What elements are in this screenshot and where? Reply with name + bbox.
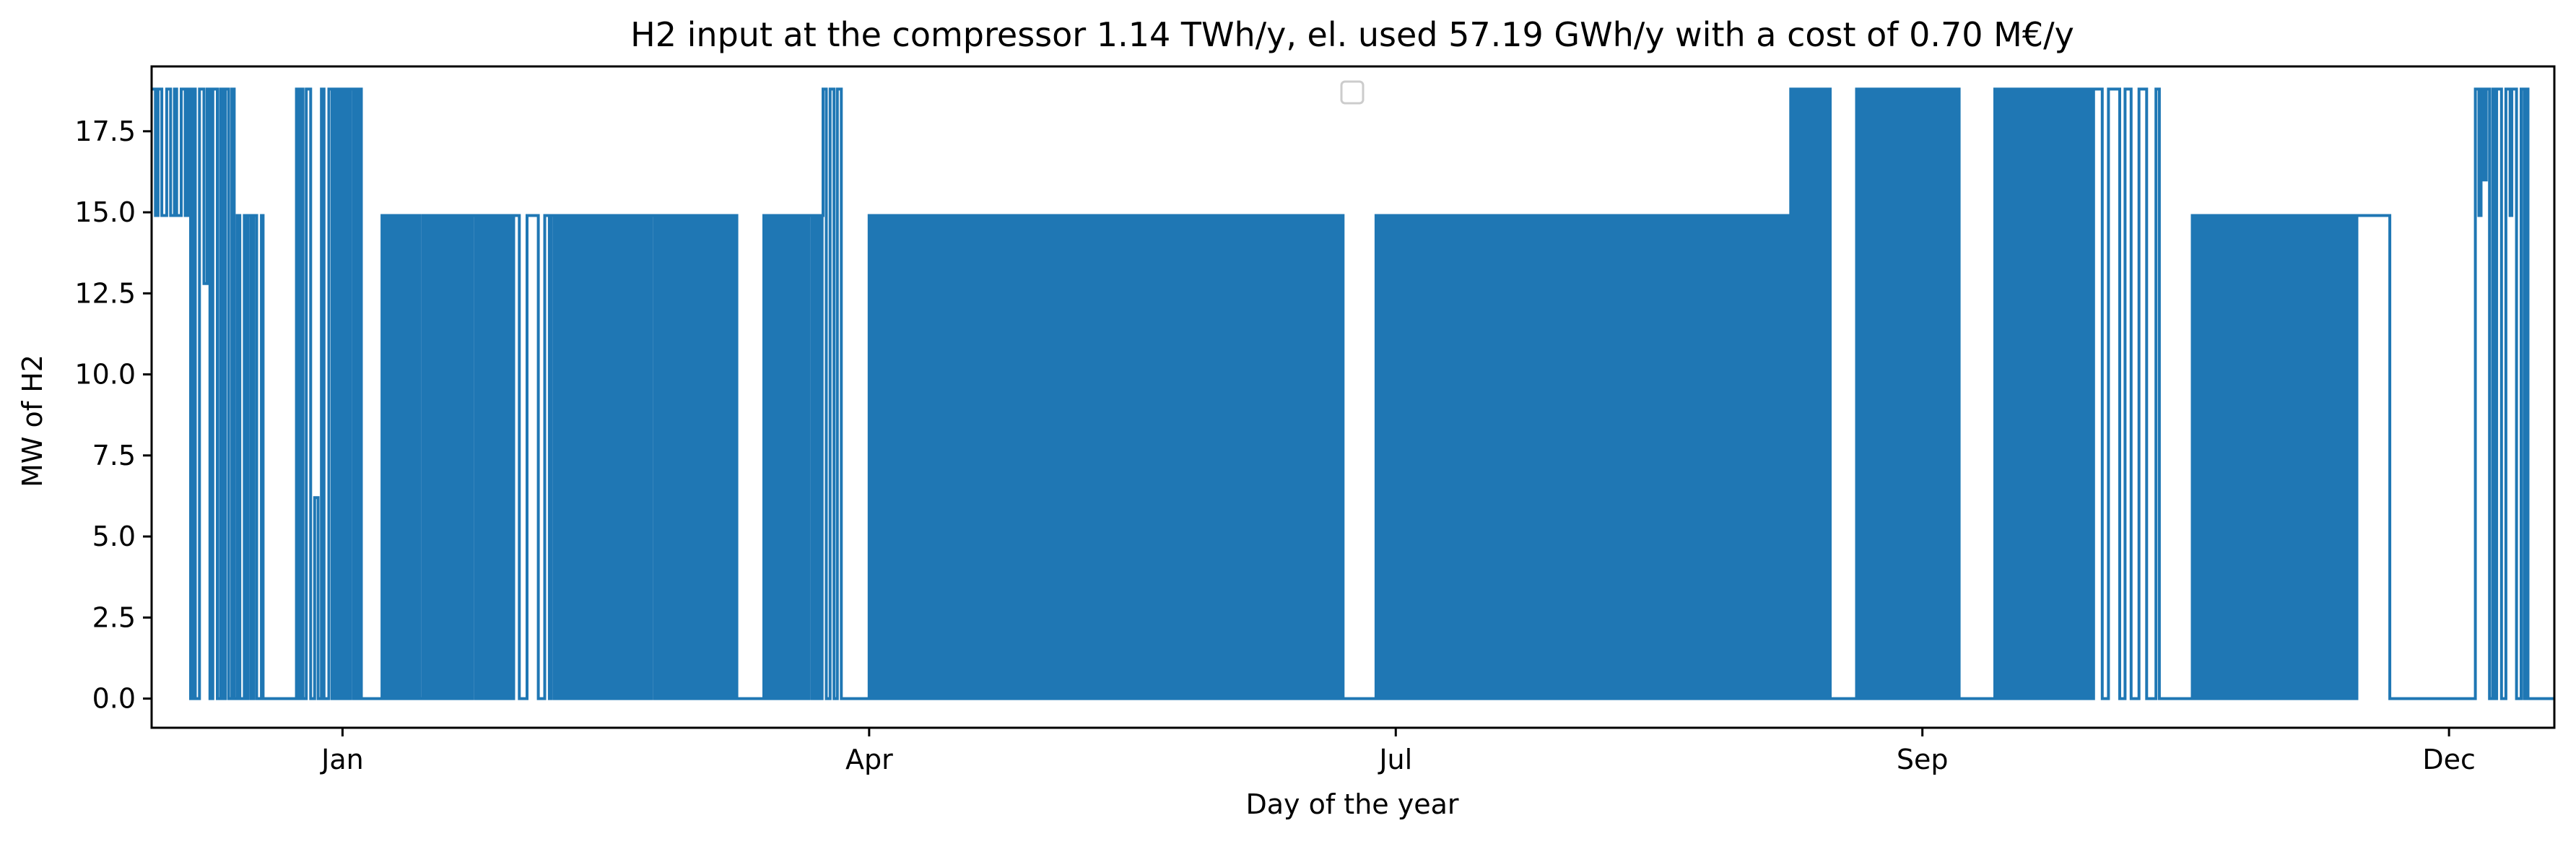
series-layer xyxy=(152,87,2554,700)
legend-box xyxy=(1340,80,1365,105)
y-tick-label: 10.0 xyxy=(74,359,136,391)
x-axis-label: Day of the year xyxy=(1245,788,1458,820)
chart-title: H2 input at the compressor 1.14 TWh/y, e… xyxy=(630,15,2074,54)
y-tick-label: 5.0 xyxy=(92,521,136,552)
x-tick-label: Sep xyxy=(1897,744,1949,775)
plot-frame xyxy=(150,65,2556,729)
y-tick-label: 0.0 xyxy=(92,683,136,715)
plot-area: Jan Apr Jul Sep Dec 0.0 2.5 5.0 7.5 10.0 12.5 15.0… xyxy=(74,65,2556,775)
x-axis: Jan Apr Jul Sep Dec xyxy=(320,728,2476,775)
series-line xyxy=(152,87,2554,700)
x-tick-label: Jan xyxy=(320,744,364,775)
x-tick-label: Jul xyxy=(1378,744,1412,775)
x-tick-label: Dec xyxy=(2422,744,2476,775)
y-tick-label: 15.0 xyxy=(74,196,136,228)
y-tick-label: 17.5 xyxy=(74,116,136,147)
y-axis: 0.0 2.5 5.0 7.5 10.0 12.5 15.0 17.5 xyxy=(74,116,152,715)
y-axis-label: MW of H2 xyxy=(17,354,48,487)
y-tick-label: 7.5 xyxy=(92,440,136,471)
y-tick-label: 2.5 xyxy=(92,601,136,633)
x-tick-label: Apr xyxy=(845,744,893,775)
y-tick-label: 12.5 xyxy=(74,277,136,309)
